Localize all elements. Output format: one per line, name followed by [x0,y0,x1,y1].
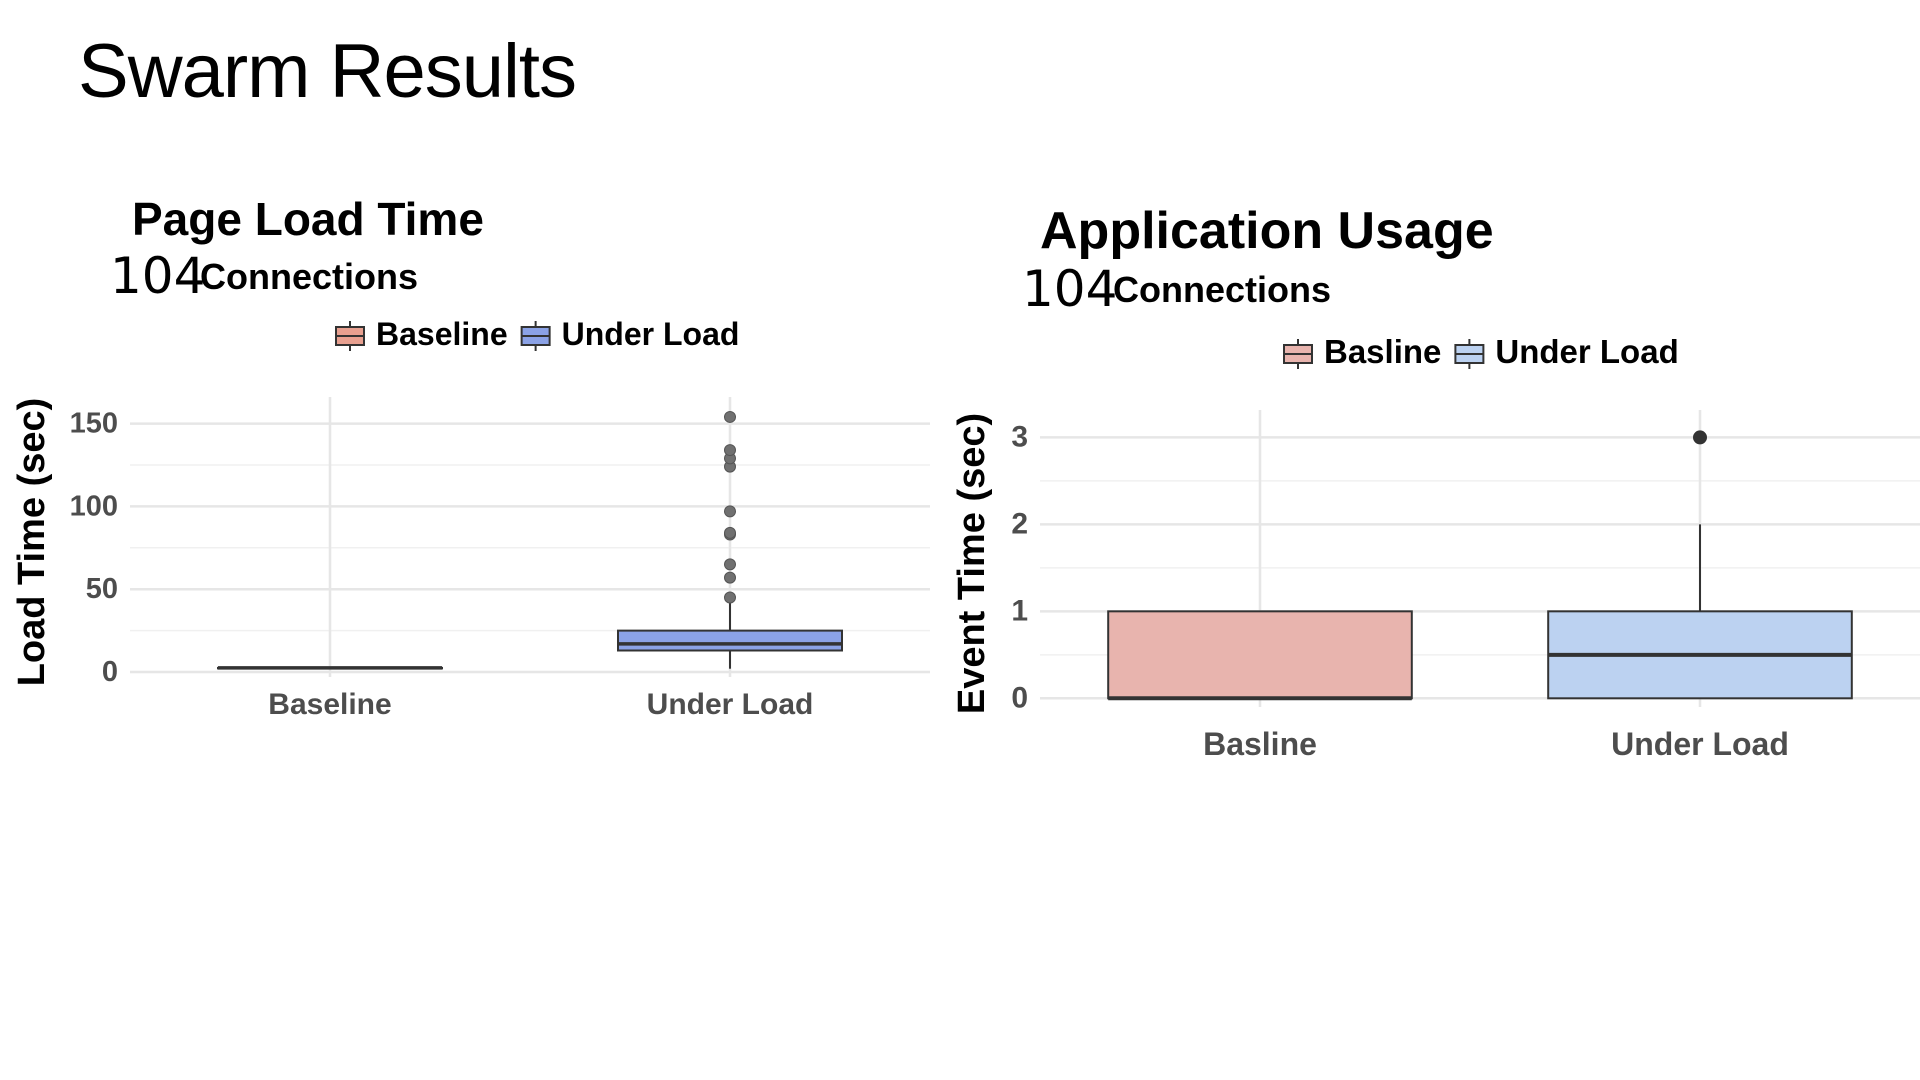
outlier-point [1693,430,1707,445]
y-tick-label: 100 [70,490,118,522]
outlier-point [724,410,736,423]
y-tick-label: 0 [102,656,118,688]
outlier-point [724,558,736,571]
chart-title: Page Load Time [132,193,484,245]
y-tick-label: 3 [1011,420,1028,453]
y-tick-label: 2 [1011,507,1028,540]
legend-item: Under Load [1454,333,1679,370]
boxplot-under-load [1547,430,1853,700]
y-tick-label: 1 [1011,594,1028,627]
y-axis-label: Load Time (sec) [11,398,53,687]
outlier-point [724,444,736,457]
legend-label: Basline [1324,333,1441,370]
legend-item: Basline [1283,333,1441,370]
box [617,629,843,652]
y-tick-label: 150 [70,408,118,440]
legend-label: Baseline [376,316,508,352]
y-tick-label: 50 [86,573,118,605]
boxplot-basline [1107,610,1413,701]
chart-subtitle-number: 104 [1022,260,1117,318]
legend-label: Under Load [1495,333,1678,370]
x-tick-label: Baseline [268,688,391,721]
y-axis-label: Event Time (sec) [951,413,993,714]
legend-item: Under Load [520,316,740,352]
chart-subtitle-number: 104 [110,247,205,305]
boxplot-under-load [617,410,843,669]
x-tick-label: Basline [1203,726,1317,762]
slide-title: Swarm Results [78,29,577,114]
boxplot-baseline [217,666,443,670]
box [1107,610,1413,700]
legend-label: Under Load [562,316,740,352]
outlier-point [724,571,736,584]
outlier-point [724,526,736,539]
legend-item: Baseline [335,316,508,352]
x-tick-label: Under Load [647,688,814,721]
chart-title: Application Usage [1040,202,1494,260]
outlier-point [724,505,736,518]
outlier-point [724,591,736,604]
chart-subtitle-text: Connections [1113,269,1331,310]
x-tick-label: Under Load [1611,726,1789,762]
chart-subtitle-text: Connections [200,256,418,297]
y-tick-label: 0 [1011,681,1028,714]
